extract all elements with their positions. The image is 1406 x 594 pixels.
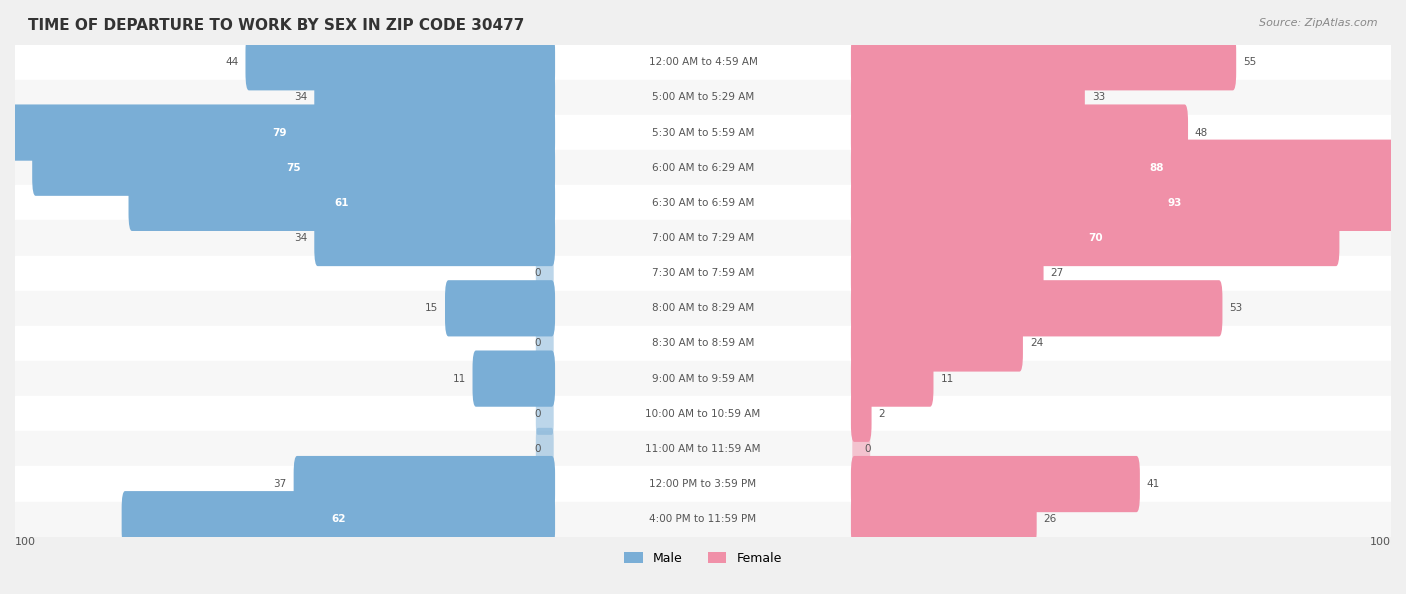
- Text: 9:00 AM to 9:59 AM: 9:00 AM to 9:59 AM: [652, 374, 754, 384]
- Legend: Male, Female: Male, Female: [619, 547, 787, 570]
- Text: 7:00 AM to 7:29 AM: 7:00 AM to 7:29 AM: [652, 233, 754, 243]
- Text: 88: 88: [1150, 163, 1164, 173]
- Text: 41: 41: [1147, 479, 1160, 489]
- FancyBboxPatch shape: [851, 280, 1222, 336]
- FancyBboxPatch shape: [851, 456, 1140, 512]
- Text: 53: 53: [1229, 304, 1243, 313]
- Text: 0: 0: [534, 339, 541, 349]
- FancyBboxPatch shape: [472, 350, 555, 407]
- Text: 2: 2: [879, 409, 884, 419]
- Text: 11: 11: [453, 374, 465, 384]
- Text: 0: 0: [534, 268, 541, 278]
- Text: 0: 0: [865, 444, 872, 454]
- Bar: [15, 45, 1391, 80]
- Text: Source: ZipAtlas.com: Source: ZipAtlas.com: [1260, 18, 1378, 28]
- FancyBboxPatch shape: [851, 105, 1188, 161]
- FancyBboxPatch shape: [536, 323, 554, 365]
- FancyBboxPatch shape: [122, 491, 555, 547]
- Text: 100: 100: [15, 537, 37, 547]
- FancyBboxPatch shape: [851, 34, 1236, 90]
- FancyBboxPatch shape: [294, 456, 555, 512]
- Text: 6:30 AM to 6:59 AM: 6:30 AM to 6:59 AM: [652, 198, 754, 208]
- FancyBboxPatch shape: [246, 34, 555, 90]
- FancyBboxPatch shape: [851, 315, 1024, 372]
- FancyBboxPatch shape: [852, 428, 870, 470]
- Text: 33: 33: [1091, 93, 1105, 102]
- Text: 34: 34: [294, 233, 308, 243]
- FancyBboxPatch shape: [536, 393, 554, 435]
- FancyBboxPatch shape: [32, 140, 555, 196]
- Text: 44: 44: [225, 57, 239, 67]
- Bar: [15, 466, 1391, 501]
- Bar: [15, 396, 1391, 431]
- Bar: [15, 501, 1391, 537]
- Text: 24: 24: [1029, 339, 1043, 349]
- FancyBboxPatch shape: [851, 69, 1085, 125]
- Text: 79: 79: [273, 128, 287, 138]
- Text: 8:00 AM to 8:29 AM: 8:00 AM to 8:29 AM: [652, 304, 754, 313]
- Text: 12:00 PM to 3:59 PM: 12:00 PM to 3:59 PM: [650, 479, 756, 489]
- Text: 62: 62: [330, 514, 346, 525]
- FancyBboxPatch shape: [536, 252, 554, 294]
- FancyBboxPatch shape: [851, 140, 1406, 196]
- Text: 75: 75: [287, 163, 301, 173]
- Text: 4:00 PM to 11:59 PM: 4:00 PM to 11:59 PM: [650, 514, 756, 525]
- FancyBboxPatch shape: [4, 105, 555, 161]
- Text: 11: 11: [941, 374, 953, 384]
- Text: 0: 0: [534, 444, 541, 454]
- Bar: [15, 150, 1391, 185]
- FancyBboxPatch shape: [315, 210, 555, 266]
- Text: 8:30 AM to 8:59 AM: 8:30 AM to 8:59 AM: [652, 339, 754, 349]
- FancyBboxPatch shape: [851, 210, 1340, 266]
- Bar: [15, 255, 1391, 290]
- Text: 93: 93: [1167, 198, 1181, 208]
- Bar: [15, 115, 1391, 150]
- Bar: [15, 220, 1391, 255]
- Text: 6:00 AM to 6:29 AM: 6:00 AM to 6:29 AM: [652, 163, 754, 173]
- FancyBboxPatch shape: [536, 428, 554, 470]
- FancyBboxPatch shape: [851, 245, 1043, 301]
- Text: 15: 15: [425, 304, 439, 313]
- Text: 11:00 AM to 11:59 AM: 11:00 AM to 11:59 AM: [645, 444, 761, 454]
- FancyBboxPatch shape: [315, 69, 555, 125]
- FancyBboxPatch shape: [851, 491, 1036, 547]
- FancyBboxPatch shape: [851, 386, 872, 442]
- Text: TIME OF DEPARTURE TO WORK BY SEX IN ZIP CODE 30477: TIME OF DEPARTURE TO WORK BY SEX IN ZIP …: [28, 18, 524, 33]
- Bar: [15, 185, 1391, 220]
- Bar: [15, 361, 1391, 396]
- Text: 5:00 AM to 5:29 AM: 5:00 AM to 5:29 AM: [652, 93, 754, 102]
- Text: 48: 48: [1195, 128, 1208, 138]
- FancyBboxPatch shape: [446, 280, 555, 336]
- FancyBboxPatch shape: [851, 350, 934, 407]
- FancyBboxPatch shape: [128, 175, 555, 231]
- Text: 12:00 AM to 4:59 AM: 12:00 AM to 4:59 AM: [648, 57, 758, 67]
- Text: 27: 27: [1050, 268, 1064, 278]
- Text: 37: 37: [274, 479, 287, 489]
- Text: 100: 100: [1369, 537, 1391, 547]
- Text: 26: 26: [1043, 514, 1057, 525]
- Text: 61: 61: [335, 198, 349, 208]
- Text: 7:30 AM to 7:59 AM: 7:30 AM to 7:59 AM: [652, 268, 754, 278]
- Text: 0: 0: [534, 409, 541, 419]
- Text: 34: 34: [294, 93, 308, 102]
- Text: 55: 55: [1243, 57, 1257, 67]
- Bar: [15, 431, 1391, 466]
- FancyBboxPatch shape: [851, 175, 1406, 231]
- Bar: [15, 80, 1391, 115]
- Text: 5:30 AM to 5:59 AM: 5:30 AM to 5:59 AM: [652, 128, 754, 138]
- Bar: [15, 326, 1391, 361]
- Text: 10:00 AM to 10:59 AM: 10:00 AM to 10:59 AM: [645, 409, 761, 419]
- Text: 70: 70: [1088, 233, 1102, 243]
- Bar: [15, 290, 1391, 326]
